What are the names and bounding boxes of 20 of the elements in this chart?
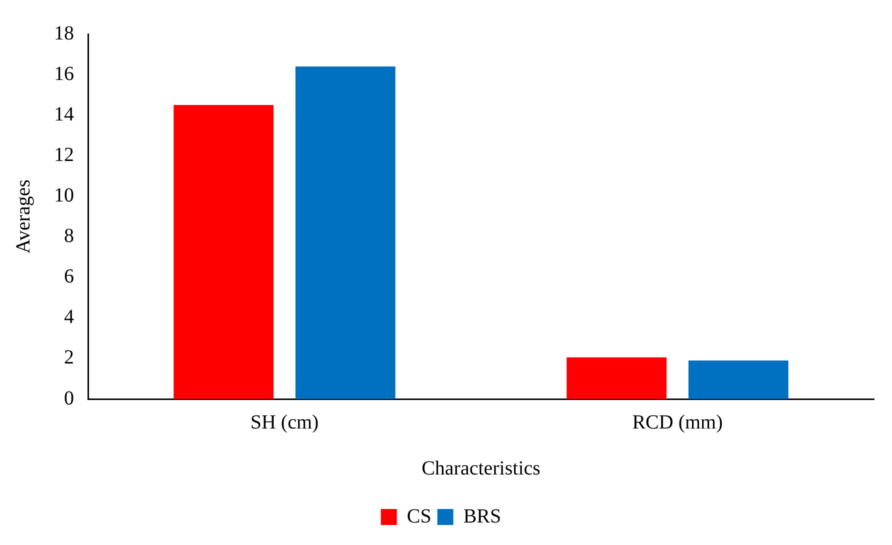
x-axis-title: Characteristics xyxy=(422,457,541,480)
legend-label: CS xyxy=(406,505,432,528)
y-tick-label: 6 xyxy=(64,266,74,288)
y-tick-label: 8 xyxy=(64,225,74,248)
bar xyxy=(295,66,396,399)
y-tick-label: 14 xyxy=(54,103,74,126)
bar xyxy=(174,104,274,399)
bar xyxy=(566,357,667,399)
y-tick-label: 2 xyxy=(64,346,74,369)
y-tick-label: 4 xyxy=(64,306,74,328)
y-axis-title: Averages xyxy=(12,179,34,254)
x-tick-label: RCD (mm) xyxy=(632,411,723,434)
y-tick-label: 0 xyxy=(64,387,74,410)
bar xyxy=(688,360,788,399)
y-tick-label: 18 xyxy=(54,22,74,44)
y-tick-label: 10 xyxy=(54,184,74,206)
y-tick-label: 12 xyxy=(54,144,74,166)
legend-label: BRS xyxy=(463,505,502,528)
x-tick-label: SH (cm) xyxy=(250,411,319,434)
y-tick-label: 16 xyxy=(54,62,74,85)
